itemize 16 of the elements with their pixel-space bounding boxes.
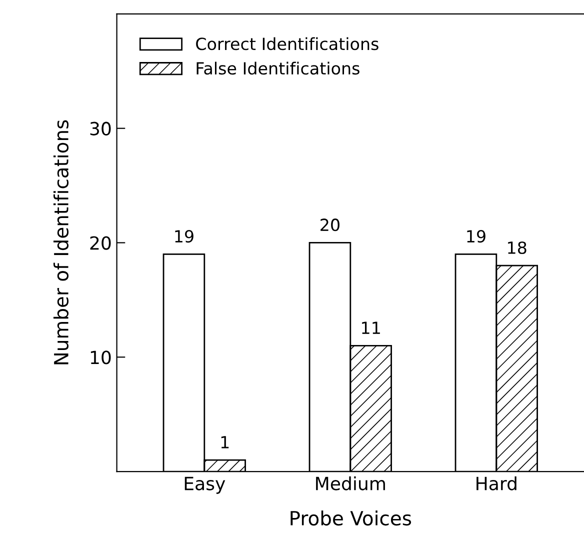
data-label: 11 bbox=[362, 322, 380, 334]
x-tick-label: Hard bbox=[476, 476, 516, 490]
data-label: 19 bbox=[467, 230, 486, 243]
data-label: 19 bbox=[175, 230, 194, 243]
y-tick-label: 20 bbox=[90, 236, 111, 250]
x-tick-label: Medium bbox=[316, 476, 385, 490]
y-tick-label: 10 bbox=[90, 350, 111, 364]
data-label: 20 bbox=[320, 218, 340, 232]
legend-label: Correct Identifications bbox=[196, 37, 378, 50]
y-tick-label: 30 bbox=[90, 122, 111, 136]
legend-label: False Identifications bbox=[196, 62, 360, 75]
x-tick-label: Easy bbox=[184, 476, 226, 494]
data-label: 18 bbox=[508, 241, 526, 254]
y-axis-title: Number of Identifications bbox=[53, 120, 69, 364]
x-axis-title: Probe Voices bbox=[290, 510, 412, 526]
data-label: 1 bbox=[221, 436, 229, 448]
